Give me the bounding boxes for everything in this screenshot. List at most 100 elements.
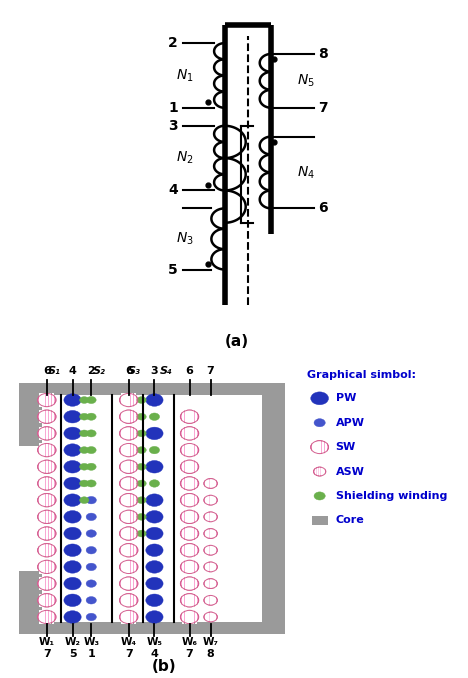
FancyBboxPatch shape bbox=[319, 467, 321, 476]
FancyBboxPatch shape bbox=[134, 544, 136, 557]
FancyBboxPatch shape bbox=[205, 479, 207, 488]
FancyBboxPatch shape bbox=[121, 610, 124, 624]
Circle shape bbox=[120, 544, 138, 557]
Circle shape bbox=[64, 544, 81, 557]
FancyBboxPatch shape bbox=[124, 477, 127, 490]
FancyBboxPatch shape bbox=[134, 577, 136, 591]
FancyBboxPatch shape bbox=[131, 426, 133, 440]
FancyBboxPatch shape bbox=[210, 579, 212, 589]
FancyBboxPatch shape bbox=[207, 545, 209, 555]
Circle shape bbox=[120, 477, 138, 490]
Text: S₃: S₃ bbox=[128, 366, 141, 376]
FancyBboxPatch shape bbox=[134, 527, 136, 540]
FancyBboxPatch shape bbox=[188, 494, 191, 506]
FancyBboxPatch shape bbox=[188, 560, 191, 574]
Text: 4: 4 bbox=[168, 184, 178, 197]
FancyBboxPatch shape bbox=[188, 594, 191, 607]
Circle shape bbox=[146, 611, 163, 623]
Circle shape bbox=[137, 397, 146, 403]
FancyBboxPatch shape bbox=[188, 544, 191, 557]
Circle shape bbox=[64, 561, 81, 573]
Circle shape bbox=[38, 393, 56, 407]
FancyBboxPatch shape bbox=[121, 511, 124, 523]
FancyBboxPatch shape bbox=[191, 594, 194, 607]
FancyBboxPatch shape bbox=[121, 410, 124, 423]
Circle shape bbox=[64, 594, 81, 607]
FancyBboxPatch shape bbox=[52, 477, 54, 490]
FancyBboxPatch shape bbox=[195, 426, 197, 440]
FancyBboxPatch shape bbox=[52, 511, 54, 523]
FancyBboxPatch shape bbox=[205, 612, 207, 622]
FancyBboxPatch shape bbox=[127, 443, 130, 457]
Circle shape bbox=[204, 529, 217, 538]
Circle shape bbox=[181, 560, 199, 574]
FancyBboxPatch shape bbox=[45, 410, 48, 423]
FancyBboxPatch shape bbox=[212, 612, 214, 622]
Circle shape bbox=[86, 597, 96, 604]
FancyBboxPatch shape bbox=[52, 393, 54, 407]
FancyBboxPatch shape bbox=[45, 426, 48, 440]
Circle shape bbox=[204, 612, 217, 622]
FancyBboxPatch shape bbox=[191, 494, 194, 506]
Circle shape bbox=[38, 477, 56, 490]
Circle shape bbox=[64, 410, 81, 423]
Text: 6: 6 bbox=[43, 366, 51, 376]
FancyBboxPatch shape bbox=[195, 527, 197, 540]
FancyBboxPatch shape bbox=[318, 441, 321, 454]
Circle shape bbox=[181, 527, 199, 540]
Circle shape bbox=[38, 560, 56, 574]
Circle shape bbox=[38, 610, 56, 624]
FancyBboxPatch shape bbox=[185, 560, 188, 574]
Circle shape bbox=[87, 463, 96, 471]
Circle shape bbox=[137, 480, 146, 487]
Text: $N_3$: $N_3$ bbox=[176, 231, 194, 247]
FancyBboxPatch shape bbox=[212, 545, 214, 555]
FancyBboxPatch shape bbox=[322, 441, 324, 454]
FancyBboxPatch shape bbox=[207, 595, 209, 605]
FancyBboxPatch shape bbox=[214, 545, 216, 555]
FancyBboxPatch shape bbox=[195, 594, 197, 607]
FancyBboxPatch shape bbox=[214, 496, 216, 505]
FancyBboxPatch shape bbox=[325, 441, 327, 454]
FancyBboxPatch shape bbox=[121, 494, 124, 506]
FancyBboxPatch shape bbox=[191, 560, 194, 574]
Circle shape bbox=[38, 511, 56, 523]
Circle shape bbox=[146, 460, 163, 473]
FancyBboxPatch shape bbox=[121, 393, 124, 407]
Circle shape bbox=[181, 426, 199, 440]
Text: ASW: ASW bbox=[336, 466, 365, 477]
Circle shape bbox=[146, 494, 163, 506]
Circle shape bbox=[146, 527, 163, 540]
FancyBboxPatch shape bbox=[210, 479, 212, 488]
Bar bbox=[312, 515, 328, 525]
FancyBboxPatch shape bbox=[207, 496, 209, 505]
FancyBboxPatch shape bbox=[121, 577, 124, 591]
FancyBboxPatch shape bbox=[134, 393, 136, 407]
FancyBboxPatch shape bbox=[42, 443, 45, 457]
FancyBboxPatch shape bbox=[212, 479, 214, 488]
FancyBboxPatch shape bbox=[185, 527, 188, 540]
Circle shape bbox=[38, 426, 56, 440]
FancyBboxPatch shape bbox=[185, 577, 188, 591]
FancyBboxPatch shape bbox=[191, 610, 194, 624]
FancyBboxPatch shape bbox=[127, 410, 130, 423]
FancyBboxPatch shape bbox=[205, 595, 207, 605]
FancyBboxPatch shape bbox=[39, 494, 42, 506]
FancyBboxPatch shape bbox=[210, 612, 212, 622]
FancyBboxPatch shape bbox=[121, 426, 124, 440]
FancyBboxPatch shape bbox=[212, 512, 214, 521]
FancyBboxPatch shape bbox=[127, 544, 130, 557]
FancyBboxPatch shape bbox=[214, 579, 216, 589]
FancyBboxPatch shape bbox=[185, 610, 188, 624]
FancyBboxPatch shape bbox=[195, 560, 197, 574]
FancyBboxPatch shape bbox=[42, 477, 45, 490]
FancyBboxPatch shape bbox=[182, 494, 184, 506]
FancyBboxPatch shape bbox=[210, 562, 212, 572]
FancyBboxPatch shape bbox=[127, 527, 130, 540]
FancyBboxPatch shape bbox=[207, 512, 209, 521]
FancyBboxPatch shape bbox=[212, 579, 214, 589]
Circle shape bbox=[38, 460, 56, 473]
FancyBboxPatch shape bbox=[131, 494, 133, 506]
FancyBboxPatch shape bbox=[131, 560, 133, 574]
Bar bbox=[19, 383, 285, 634]
